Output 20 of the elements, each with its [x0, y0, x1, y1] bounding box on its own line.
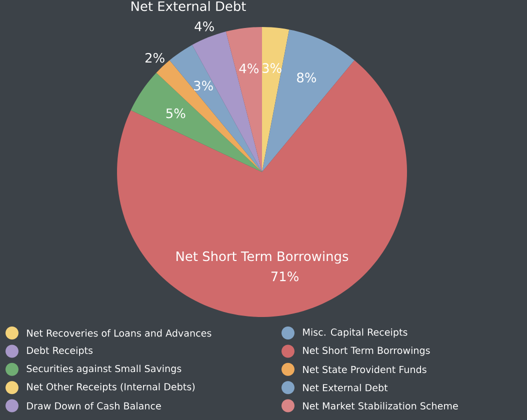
legend-label: Net State Provident Funds	[303, 366, 426, 374]
data-label: 8%	[297, 72, 316, 82]
data-label: 3%	[194, 80, 213, 91]
data-label: 71%	[271, 272, 298, 282]
legend-label: Draw Down of Cash Balance	[27, 402, 161, 410]
legend-label: Net Recoveries of Loans and Advances	[27, 329, 212, 337]
legend-label: Net Short Term Borrowings	[303, 346, 430, 356]
legend-label: Net Other Receipts (Internal Debts)	[27, 382, 195, 392]
data-label: 2%	[145, 52, 164, 63]
data-label: 4%	[239, 64, 258, 74]
legend-label: Net Market Stabilization Scheme	[303, 402, 458, 410]
data-label: 4%	[194, 22, 214, 32]
data-label: 3%	[262, 63, 282, 73]
data-label: 5%	[166, 108, 186, 118]
legend-label: Net External Debt	[303, 384, 388, 392]
text: Net External Debt	[132, 1, 246, 12]
legend-label: Misc. Capital Receipts	[303, 328, 408, 338]
text: Net Short Term Borrowings	[176, 251, 348, 264]
legend-label: Debt Receipts	[27, 346, 93, 356]
legend-label: Securities against Small Savings	[26, 364, 182, 374]
